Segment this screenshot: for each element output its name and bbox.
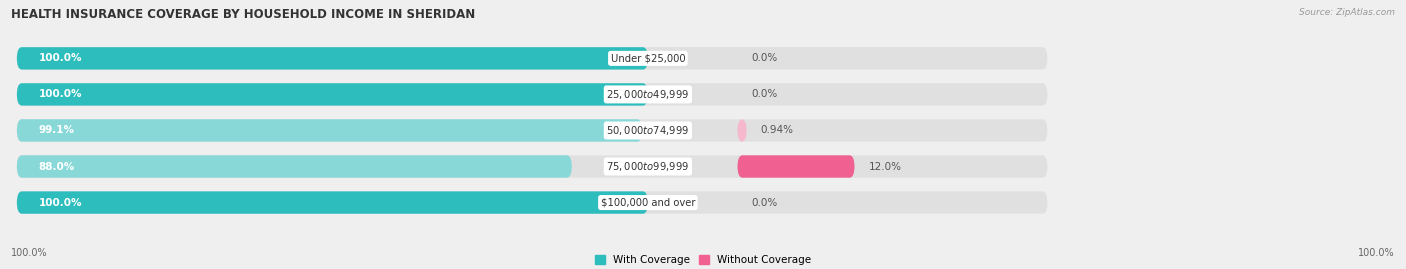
FancyBboxPatch shape	[17, 191, 648, 214]
FancyBboxPatch shape	[17, 155, 572, 178]
FancyBboxPatch shape	[17, 155, 1047, 178]
FancyBboxPatch shape	[17, 119, 643, 142]
FancyBboxPatch shape	[17, 83, 648, 106]
Text: 0.0%: 0.0%	[751, 53, 778, 63]
Text: 100.0%: 100.0%	[11, 248, 48, 258]
Text: $75,000 to $99,999: $75,000 to $99,999	[606, 160, 689, 173]
Text: 12.0%: 12.0%	[869, 161, 901, 172]
Text: $100,000 and over: $100,000 and over	[600, 197, 695, 208]
FancyBboxPatch shape	[17, 47, 1047, 70]
Text: $50,000 to $74,999: $50,000 to $74,999	[606, 124, 689, 137]
Text: 88.0%: 88.0%	[39, 161, 75, 172]
Text: 100.0%: 100.0%	[1358, 248, 1395, 258]
Text: 0.0%: 0.0%	[751, 89, 778, 100]
FancyBboxPatch shape	[17, 191, 1047, 214]
Text: 100.0%: 100.0%	[39, 53, 83, 63]
Text: 100.0%: 100.0%	[39, 197, 83, 208]
Text: $25,000 to $49,999: $25,000 to $49,999	[606, 88, 689, 101]
FancyBboxPatch shape	[17, 83, 1047, 106]
FancyBboxPatch shape	[17, 47, 648, 70]
FancyBboxPatch shape	[738, 155, 855, 178]
Text: 99.1%: 99.1%	[39, 125, 75, 136]
Text: 0.0%: 0.0%	[751, 197, 778, 208]
FancyBboxPatch shape	[17, 119, 1047, 142]
Text: 100.0%: 100.0%	[39, 89, 83, 100]
Text: Under $25,000: Under $25,000	[610, 53, 685, 63]
Text: HEALTH INSURANCE COVERAGE BY HOUSEHOLD INCOME IN SHERIDAN: HEALTH INSURANCE COVERAGE BY HOUSEHOLD I…	[11, 8, 475, 21]
Text: Source: ZipAtlas.com: Source: ZipAtlas.com	[1299, 8, 1395, 17]
Legend: With Coverage, Without Coverage: With Coverage, Without Coverage	[591, 251, 815, 269]
FancyBboxPatch shape	[738, 119, 747, 142]
Text: 0.94%: 0.94%	[761, 125, 793, 136]
